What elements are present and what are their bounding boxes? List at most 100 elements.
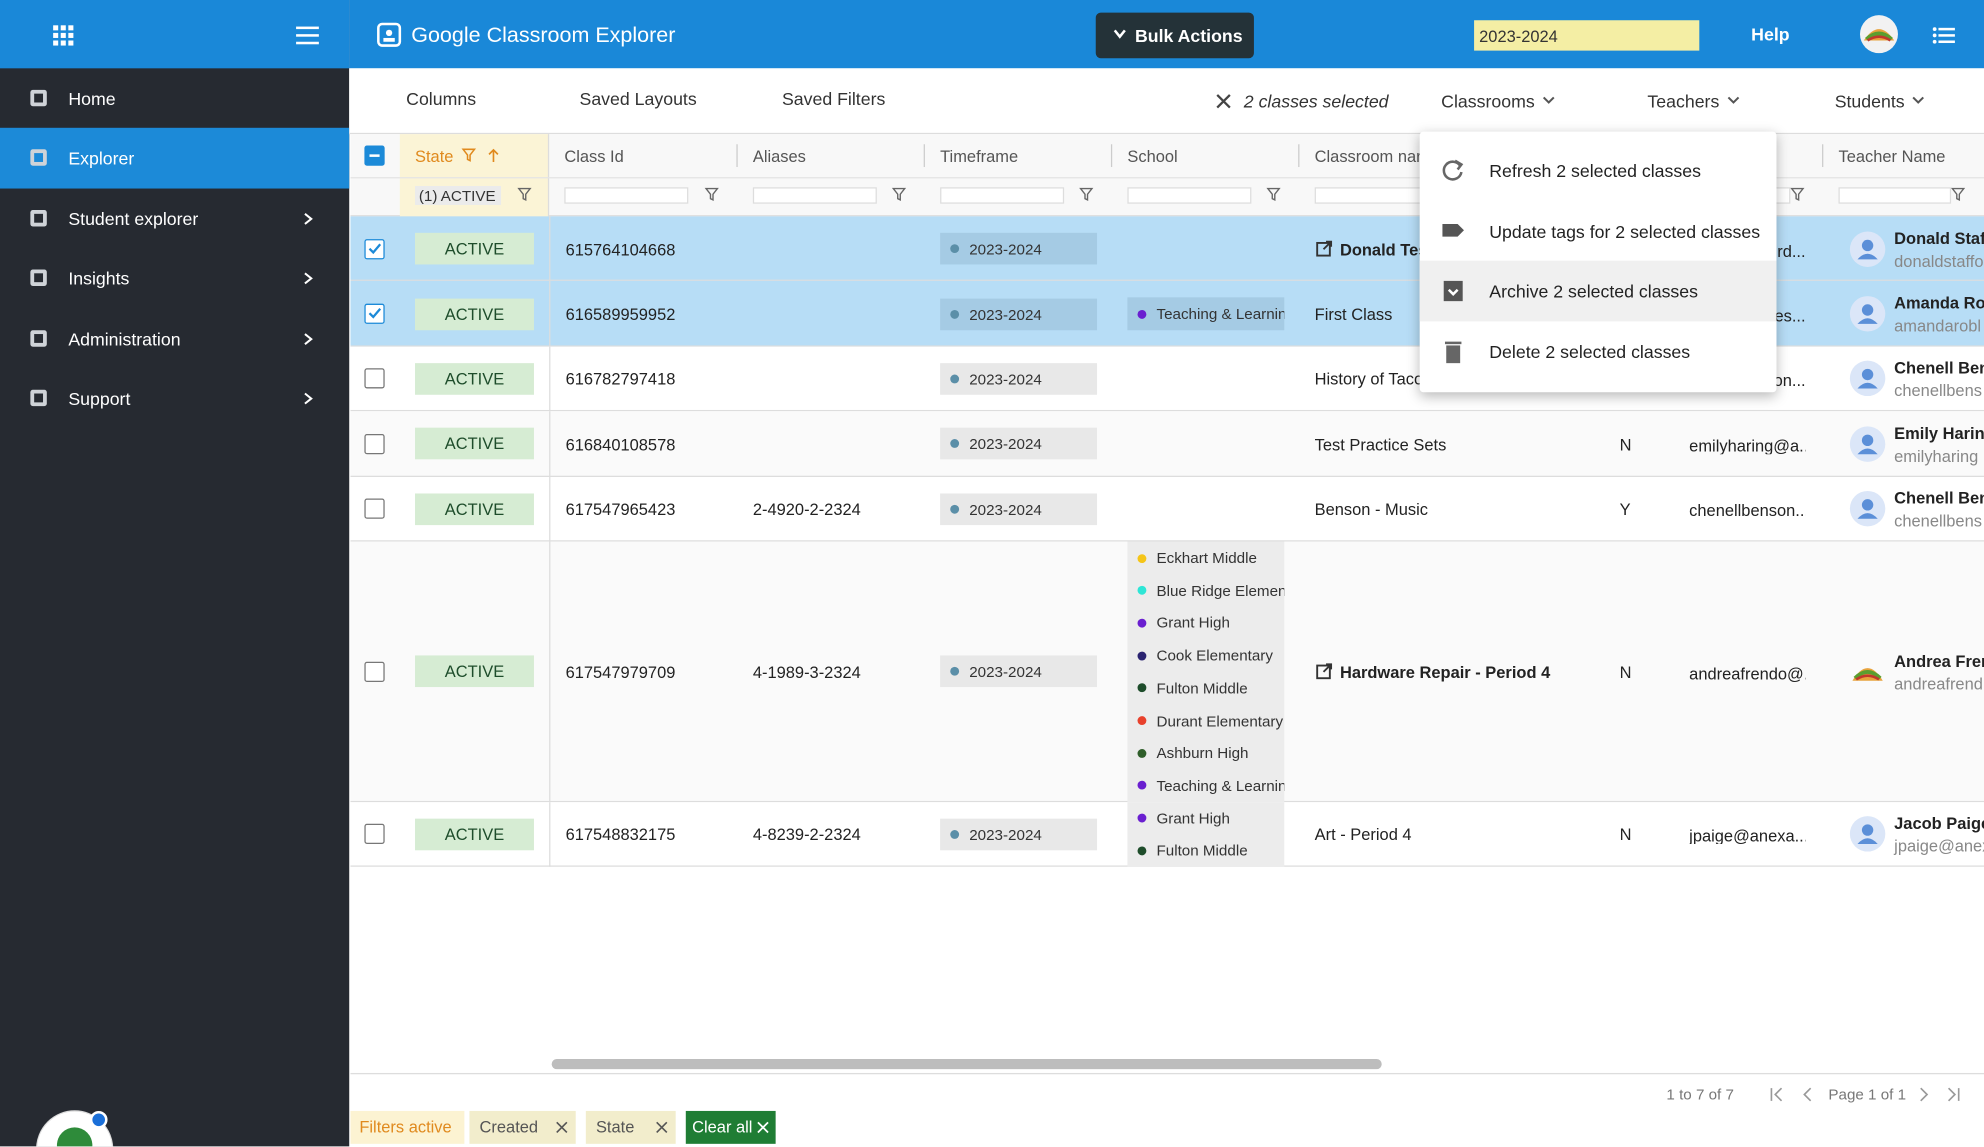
timeframe: 2023-2024 bbox=[969, 240, 1042, 259]
row-checkbox[interactable] bbox=[364, 368, 385, 390]
clear-selection[interactable] bbox=[1216, 94, 1231, 109]
filter-chip[interactable]: Created bbox=[469, 1110, 576, 1144]
row-checkbox[interactable] bbox=[364, 498, 385, 520]
year-value: 2023-2024 bbox=[1479, 26, 1558, 46]
row-checkbox[interactable] bbox=[364, 824, 385, 845]
class-id: 616782797418 bbox=[565, 370, 676, 390]
column-header[interactable]: School bbox=[1127, 146, 1178, 166]
menu-item[interactable]: Archive 2 selected classes bbox=[1419, 261, 1777, 322]
chevron-down bbox=[1113, 29, 1126, 39]
toolbar-menu[interactable]: Classrooms bbox=[1441, 91, 1535, 112]
column-header[interactable]: State bbox=[415, 146, 454, 166]
email: chenellbenson... bbox=[1689, 501, 1806, 520]
nav-item[interactable]: Student explorer bbox=[0, 188, 349, 248]
school-name: Eckhart Middle bbox=[1156, 549, 1257, 567]
classroom-name: Art - Period 4 bbox=[1314, 825, 1412, 845]
nav-icon bbox=[30, 329, 47, 347]
school-dot bbox=[1137, 716, 1147, 726]
toolbar-tab[interactable]: Saved Filters bbox=[781, 88, 886, 109]
chevron bbox=[304, 212, 313, 225]
column-header[interactable]: Timeframe bbox=[940, 146, 1019, 166]
nav-item[interactable]: Administration bbox=[0, 308, 349, 368]
next-last bbox=[1920, 1087, 1960, 1102]
teacher-email: amandarobl bbox=[1894, 316, 1982, 336]
filter-input[interactable] bbox=[752, 187, 877, 204]
table-row[interactable]: ACTIVE 617547965423 2-4920-2-2324 2023-2024… bbox=[350, 476, 1984, 542]
email: on... bbox=[1773, 371, 1806, 390]
classroom-cell: Art - Period 4 bbox=[1315, 824, 1601, 844]
flag: N bbox=[1619, 825, 1632, 845]
menu-item[interactable]: Refresh 2 selected classes bbox=[1420, 140, 1777, 200]
filter-chip[interactable]: State bbox=[585, 1110, 676, 1144]
classroom-name[interactable]: Hardware Repair - Period 4 bbox=[1339, 662, 1551, 682]
teacher-avatar bbox=[1849, 296, 1886, 332]
teacher-name: Amanda Rob bbox=[1894, 293, 1984, 313]
toolbar-tab[interactable]: Columns bbox=[406, 88, 477, 109]
filter-input[interactable] bbox=[1838, 187, 1952, 204]
row-checkbox[interactable] bbox=[364, 661, 385, 682]
menu-item[interactable]: Update tags for 2 selected classes bbox=[1420, 201, 1777, 261]
state-chip: ACTIVE bbox=[415, 818, 534, 851]
nav-item[interactable]: Support bbox=[0, 368, 349, 428]
toolbar-menu[interactable]: Teachers bbox=[1647, 91, 1720, 112]
column-separator bbox=[736, 144, 738, 168]
nav-item[interactable]: Home bbox=[0, 68, 349, 128]
filter-input[interactable] bbox=[564, 187, 689, 204]
school-dot bbox=[1137, 309, 1147, 319]
column-separator bbox=[1110, 144, 1113, 168]
bulk-actions-button[interactable]: Bulk Actions bbox=[1095, 12, 1254, 59]
open-link-icon bbox=[1316, 663, 1333, 679]
state-chip: ACTIVE bbox=[415, 428, 534, 460]
state-filter-chip[interactable]: (1) ACTIVE bbox=[415, 185, 502, 205]
nav-label: Explorer bbox=[68, 148, 135, 169]
help-link[interactable]: Help bbox=[1751, 24, 1790, 45]
column-header[interactable]: Class Id bbox=[564, 146, 624, 166]
timeframe-dot bbox=[950, 667, 960, 677]
email-cell: chenellbenson... bbox=[1689, 499, 1805, 519]
table-row[interactable]: ACTIVE 617548832175 4-8239-2-2324 2023-2024… bbox=[350, 801, 1984, 867]
filter-input[interactable] bbox=[940, 187, 1065, 204]
classroom-cell: Hardware Repair - Period 4 bbox=[1340, 661, 1601, 681]
class-id: 616840108578 bbox=[565, 435, 676, 455]
h-scrollbar[interactable] bbox=[551, 1059, 1382, 1070]
bulk-actions-menu: Refresh 2 selected classes Update tags fo… bbox=[1419, 131, 1777, 393]
flag: N bbox=[1619, 435, 1632, 455]
menu-item-icon bbox=[1442, 223, 1464, 237]
menu-item-icon bbox=[1444, 341, 1462, 364]
toolbar-menu[interactable]: Students bbox=[1834, 91, 1905, 112]
remove-filter bbox=[656, 1121, 668, 1134]
nav-item[interactable]: Explorer bbox=[0, 128, 350, 189]
timeframe-dot bbox=[950, 309, 960, 319]
column-header[interactable]: Classroom nar bbox=[1314, 146, 1422, 166]
clear-all-button[interactable]: Clear all bbox=[685, 1110, 776, 1144]
column-header[interactable]: Aliases bbox=[752, 146, 806, 166]
state-column-border bbox=[549, 541, 551, 802]
row-checkbox[interactable] bbox=[364, 303, 385, 325]
clear-all-x bbox=[757, 1121, 769, 1134]
column-header[interactable]: Teacher Name bbox=[1838, 146, 1946, 166]
row-checkbox[interactable] bbox=[364, 433, 385, 455]
menu-item[interactable]: Delete 2 selected classes bbox=[1420, 322, 1777, 382]
state-chip: ACTIVE bbox=[415, 298, 534, 330]
school-name: Blue Ridge Elementa bbox=[1156, 581, 1284, 600]
filter-input[interactable] bbox=[1127, 187, 1252, 204]
selection-count: 2 classes selected bbox=[1243, 91, 1389, 112]
teacher-email: jpaige@anex bbox=[1894, 836, 1984, 856]
nav-item[interactable]: Insights bbox=[0, 248, 349, 308]
row-checkbox[interactable] bbox=[364, 238, 385, 259]
email-cell: on... bbox=[1689, 369, 1806, 390]
year-select[interactable]: 2023-2024 bbox=[1474, 20, 1700, 51]
toolbar-tab[interactable]: Saved Layouts bbox=[579, 88, 697, 109]
nav-label: Support bbox=[68, 388, 131, 409]
state-value: ACTIVE bbox=[444, 239, 505, 259]
page-indicator: Page 1 of 1 bbox=[1828, 1085, 1907, 1104]
classroom-name: History of Taco bbox=[1314, 370, 1424, 390]
classroom-name[interactable]: Donald Tes bbox=[1339, 240, 1428, 259]
school-list: Teaching & Learning bbox=[1127, 297, 1285, 331]
select-all-checkbox[interactable] bbox=[364, 145, 385, 166]
timeframe-dot bbox=[950, 504, 960, 514]
table-row[interactable]: ACTIVE 617547979709 4-1989-3-2324 2023-2024… bbox=[350, 541, 1984, 802]
timeframe: 2023-2024 bbox=[969, 500, 1042, 519]
table-row[interactable]: ACTIVE 616840108578 2023-2024 Test Practice… bbox=[350, 411, 1984, 477]
menu-item-label: Archive 2 selected classes bbox=[1489, 281, 1699, 302]
